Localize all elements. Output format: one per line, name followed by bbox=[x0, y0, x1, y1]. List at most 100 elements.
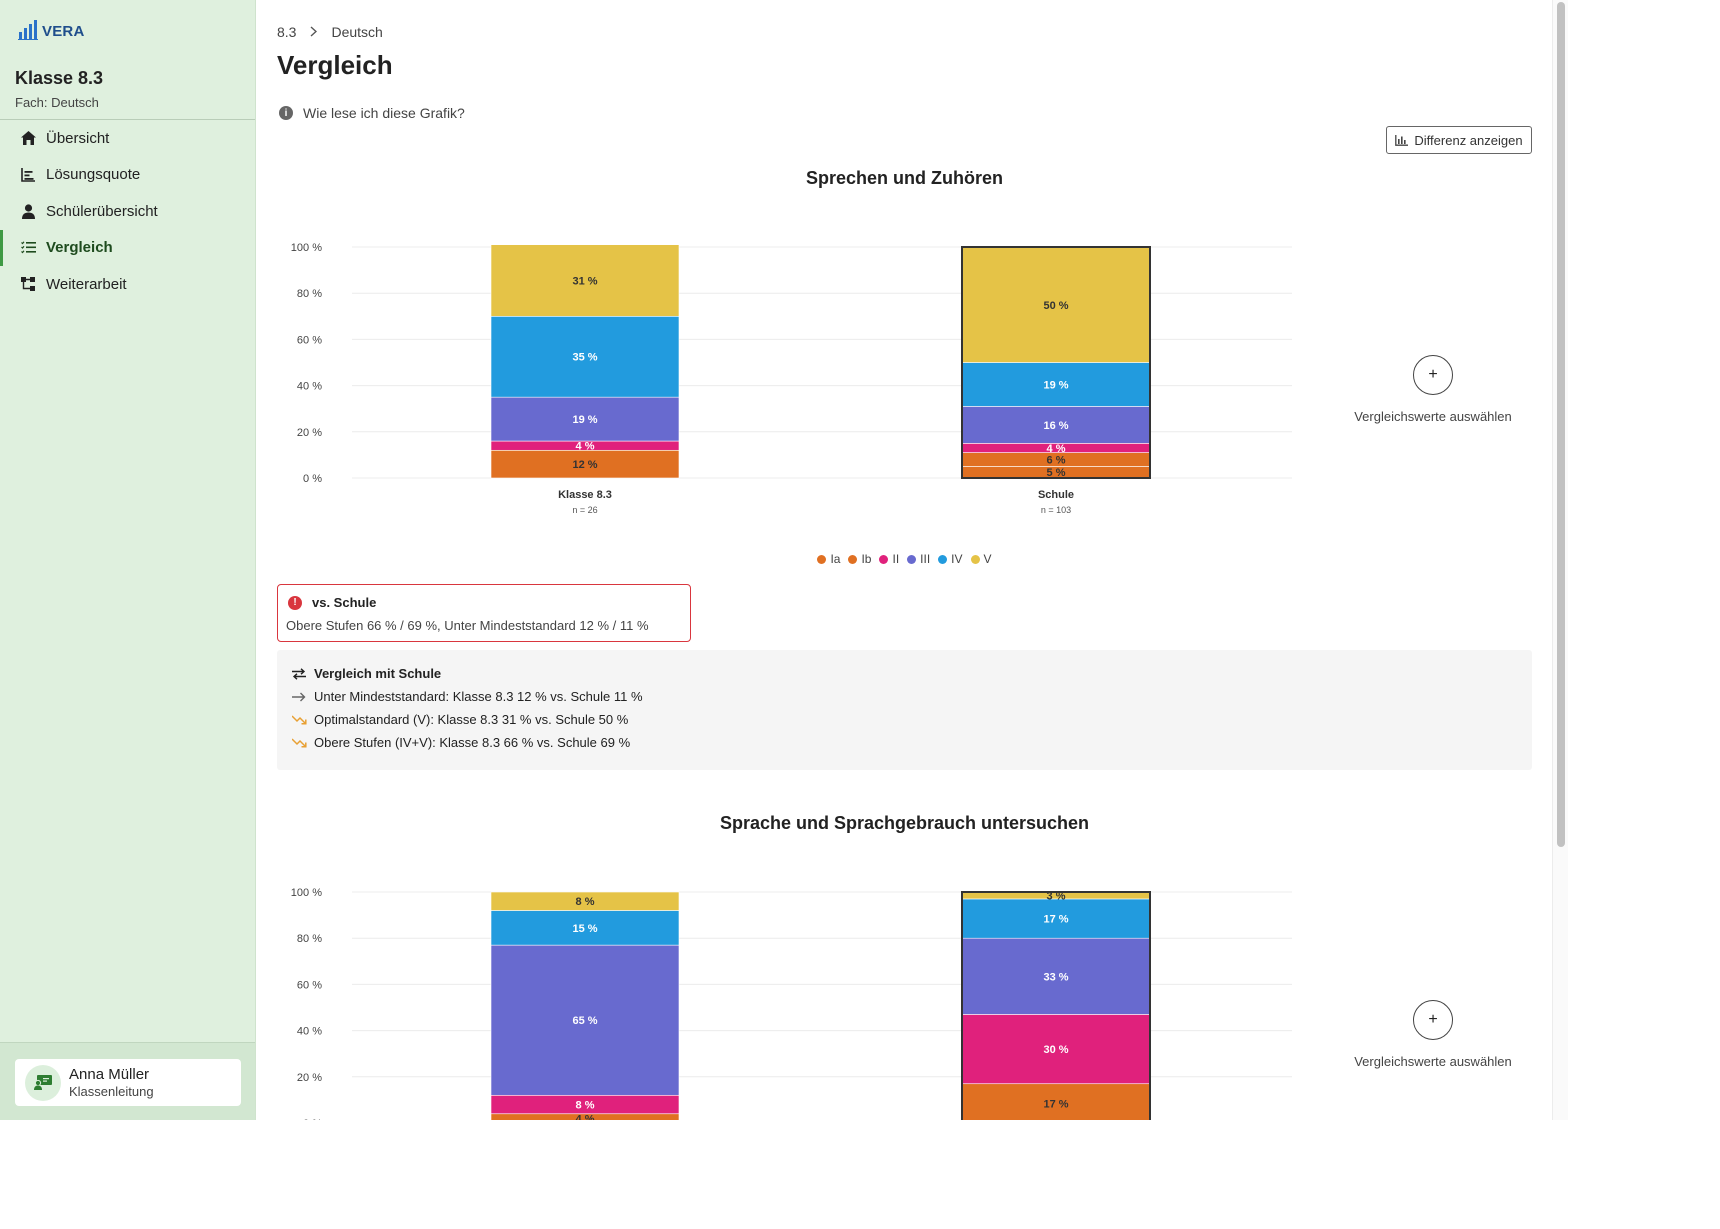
legend-label: II bbox=[892, 552, 900, 566]
comparison-row-text: Optimalstandard (V): Klasse 8.3 31 % vs.… bbox=[314, 712, 629, 727]
sidebar-item-weiterarbeit[interactable]: Weiterarbeit bbox=[0, 266, 255, 303]
vera-logo[interactable]: VERA bbox=[18, 18, 84, 40]
bar-data-label: 4 % bbox=[576, 441, 595, 453]
bar-chart-icon bbox=[20, 167, 36, 183]
legend-dot bbox=[938, 554, 948, 564]
legend-label: III bbox=[920, 552, 931, 566]
bar-segment[interactable] bbox=[961, 362, 1151, 407]
bar-chart-logo-icon bbox=[18, 20, 38, 40]
bar-data-label: 6 % bbox=[1047, 455, 1066, 467]
bar-segment[interactable] bbox=[961, 898, 1151, 939]
chart-legend: Ia Ib II III IV V bbox=[277, 552, 1532, 566]
bar-data-label: 15 % bbox=[572, 923, 597, 935]
alert-text: Obere Stufen 66 % / 69 %, Unter Mindests… bbox=[286, 618, 649, 633]
chevron-right-icon bbox=[310, 25, 318, 40]
chart-title: Sprechen und Zuhören bbox=[805, 168, 1003, 188]
y-tick-label: 20 % bbox=[297, 427, 322, 439]
show-difference-button[interactable]: Differenz anzeigen bbox=[1386, 126, 1532, 154]
avatar bbox=[25, 1064, 61, 1101]
sidebar-item-uebersicht[interactable]: Übersicht bbox=[0, 120, 255, 157]
legend-item: Ia bbox=[817, 552, 840, 566]
class-title: Klasse 8.3 bbox=[15, 68, 104, 88]
page-title: Vergleich bbox=[277, 50, 393, 80]
y-tick-label: 40 % bbox=[297, 1026, 322, 1038]
legend-label: IV bbox=[951, 552, 963, 566]
sidebar: VERA Klasse 8.3 Fach: Deutsch Übersicht … bbox=[0, 0, 256, 1120]
arrow-right-icon bbox=[291, 692, 307, 702]
comparison-row-text: Unter Mindeststandard: Klasse 8.3 12 % v… bbox=[314, 689, 643, 704]
help-link-label: Wie lese ich diese Grafik? bbox=[303, 105, 465, 121]
y-tick-label: 80 % bbox=[297, 288, 322, 300]
sidebar-item-label: Schülerübersicht bbox=[46, 202, 158, 220]
breadcrumb-subject[interactable]: Deutsch bbox=[331, 24, 383, 40]
compare-values-control: + Vergleichswerte auswählen bbox=[1333, 1000, 1533, 1069]
legend-label: V bbox=[983, 552, 992, 566]
teacher-icon bbox=[34, 1075, 52, 1090]
add-comparison-button[interactable]: + bbox=[1413, 1000, 1453, 1040]
bar-segment[interactable] bbox=[490, 244, 680, 317]
legend-item: II bbox=[879, 552, 899, 566]
legend-dot bbox=[970, 554, 980, 564]
bar-segment[interactable] bbox=[490, 910, 680, 946]
alert-vs-school: ! vs. Schule Obere Stufen 66 % / 69 %, U… bbox=[277, 584, 691, 642]
bar-segment[interactable] bbox=[961, 937, 1151, 1015]
bar-segment[interactable] bbox=[961, 1083, 1151, 1120]
swap-arrows-icon bbox=[291, 667, 307, 680]
sidebar-divider bbox=[0, 119, 255, 120]
bar-chart-icon bbox=[1395, 134, 1409, 146]
trend-down-icon bbox=[291, 714, 307, 725]
y-tick-label: 0 % bbox=[303, 1118, 322, 1120]
user-card[interactable]: Anna Müller Klassenleitung bbox=[15, 1059, 241, 1106]
legend-label: Ib bbox=[861, 552, 872, 566]
breadcrumb-class[interactable]: 8.3 bbox=[277, 24, 297, 40]
bar-data-label: 8 % bbox=[576, 1100, 595, 1112]
y-tick-label: 80 % bbox=[297, 933, 322, 945]
trend-down-icon bbox=[291, 737, 307, 748]
legend-label: Ia bbox=[830, 552, 841, 566]
comparison-title-row: Vergleich mit Schule bbox=[291, 666, 441, 681]
user-name: Anna Müller bbox=[69, 1065, 150, 1083]
sidebar-nav: Übersicht Lösungsquote Schülerübersicht … bbox=[0, 120, 255, 303]
alert-icon: ! bbox=[288, 595, 302, 610]
user-area: Anna Müller Klassenleitung bbox=[0, 1042, 255, 1120]
compare-values-control: + Vergleichswerte auswählen bbox=[1333, 355, 1533, 424]
bar-data-label: 12 % bbox=[572, 459, 597, 471]
bar-data-label: 50 % bbox=[1043, 300, 1068, 312]
legend-item: III bbox=[907, 552, 930, 566]
home-icon bbox=[20, 130, 36, 146]
legend-dot bbox=[907, 554, 917, 564]
bar-segment[interactable] bbox=[490, 944, 680, 1096]
x-sample-size-label: n = 103 bbox=[1041, 505, 1071, 515]
comparison-row: Obere Stufen (IV+V): Klasse 8.3 66 % vs.… bbox=[291, 735, 630, 750]
stacked-bar-chart: 0 %20 %40 %60 %80 %100 %4 %8 %65 %15 %8 … bbox=[291, 887, 1292, 1120]
x-sample-size-label: n = 26 bbox=[572, 505, 597, 515]
legend-dot bbox=[848, 554, 858, 564]
x-category-label: Klasse 8.3 bbox=[558, 489, 612, 501]
logo-text: VERA bbox=[42, 23, 85, 40]
y-tick-label: 40 % bbox=[297, 381, 322, 393]
comparison-row: Unter Mindeststandard: Klasse 8.3 12 % v… bbox=[291, 689, 643, 704]
help-link[interactable]: i Wie lese ich diese Grafik? bbox=[279, 105, 465, 121]
vertical-scrollbar[interactable] bbox=[1552, 0, 1568, 1120]
scrollbar-thumb[interactable] bbox=[1557, 2, 1565, 847]
bar-segment[interactable] bbox=[490, 449, 680, 479]
bar-data-label: 8 % bbox=[576, 896, 595, 908]
class-subject: Fach: Deutsch bbox=[15, 95, 99, 110]
bar-segment[interactable] bbox=[490, 396, 680, 442]
stacked-bar-chart: 0 % 20 % 40 % 60 % 80 % 100 % 12 % 4 % 19 % 35 % 3… bbox=[291, 242, 1292, 515]
sidebar-item-vergleich[interactable]: Vergleich bbox=[0, 229, 255, 267]
alert-title: vs. Schule bbox=[312, 595, 377, 610]
bar-data-label: 33 % bbox=[1043, 971, 1068, 983]
sidebar-item-loesungsquote[interactable]: Lösungsquote bbox=[0, 157, 255, 194]
bar-segment[interactable] bbox=[490, 316, 680, 398]
main-content: 8.3 Deutsch Vergleich i Wie lese ich die… bbox=[256, 0, 1552, 1120]
list-compare-icon bbox=[20, 240, 36, 256]
bar-segment[interactable] bbox=[961, 1014, 1151, 1085]
legend-item: V bbox=[970, 552, 992, 566]
sidebar-item-schueleruebersicht[interactable]: Schülerübersicht bbox=[0, 193, 255, 230]
bar-data-label: 19 % bbox=[572, 414, 597, 426]
add-comparison-button[interactable]: + bbox=[1413, 355, 1453, 395]
comparison-title: Vergleich mit Schule bbox=[314, 666, 442, 681]
bar-segment[interactable] bbox=[490, 891, 680, 911]
bar-data-label: 17 % bbox=[1043, 1098, 1068, 1110]
